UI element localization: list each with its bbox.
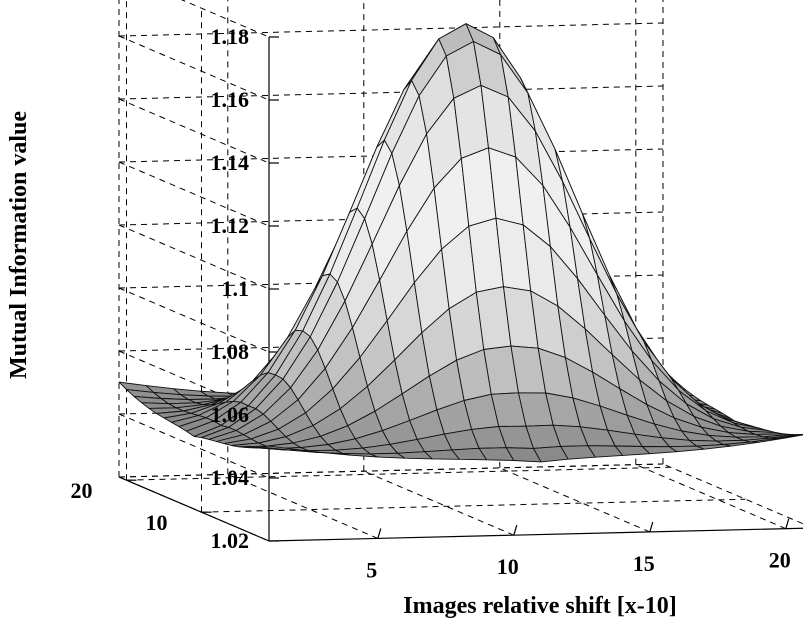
x-tick-label: 15	[633, 551, 655, 576]
grid-line-z-left	[118, 287, 270, 353]
y-axis-line	[118, 476, 270, 542]
x-tick-mark	[785, 518, 790, 529]
grid-line-z-left	[118, 224, 270, 290]
grid-line-y-floor	[201, 498, 746, 513]
x-axis-label: Images relative shift [x-10]	[403, 593, 677, 618]
x-tick-label: 20	[769, 548, 791, 573]
x-tick-mark	[513, 524, 518, 536]
z-tick-label: 1.18	[211, 24, 250, 49]
x-tick-mark	[377, 528, 382, 539]
z-tick-labels: 1.02 1.04 1.06 1.08 1.1 1.12 1.14 1.16 1.18	[211, 24, 250, 553]
y-tick-labels: 10 20	[71, 478, 168, 535]
grid-line-x-floor	[499, 467, 650, 533]
axes	[118, 36, 803, 542]
grid-line-y-floor	[126, 466, 671, 481]
x-axis-line	[268, 527, 803, 542]
grid-line-x-floor	[227, 473, 378, 539]
grid-line-x-floor	[363, 470, 514, 536]
x-tick-mark	[649, 521, 654, 533]
grid-lines	[118, 0, 803, 542]
grid-line-z-left	[118, 98, 270, 164]
x-tick-labels: 5 10 15 20	[366, 548, 791, 583]
grid-line-z-left	[181, 0, 270, 38]
z-tick-label: 1.16	[211, 87, 250, 112]
grid-line-floor-right	[662, 463, 803, 525]
y-tick-label: 10	[146, 510, 168, 535]
grid-line-z-left	[118, 161, 270, 227]
z-tick-label: 1.1	[222, 276, 250, 301]
z-tick-label: 1.04	[211, 465, 250, 490]
surface-facet	[777, 434, 803, 439]
grid-line-z-back	[118, 148, 664, 163]
x-tick-label: 10	[497, 554, 519, 579]
grid-line-z-back	[118, 85, 664, 100]
z-axis-label: Mutual Information value	[6, 111, 32, 379]
z-tick-label: 1.14	[211, 150, 250, 175]
z-tick-label: 1.02	[211, 528, 250, 553]
x-tick-label: 5	[366, 557, 377, 582]
grid-line-z-left	[118, 35, 270, 101]
z-tick-label: 1.06	[211, 402, 250, 427]
grid-line-z-left	[118, 413, 270, 479]
z-tick-label: 1.12	[211, 213, 250, 238]
grid-line-z-back	[118, 22, 664, 37]
grid-line-x-floor	[635, 464, 786, 530]
surface-mesh	[118, 23, 803, 463]
grid-line-floor-back	[118, 463, 664, 478]
z-tick-label: 1.08	[211, 339, 250, 364]
y-tick-label: 20	[71, 478, 93, 503]
